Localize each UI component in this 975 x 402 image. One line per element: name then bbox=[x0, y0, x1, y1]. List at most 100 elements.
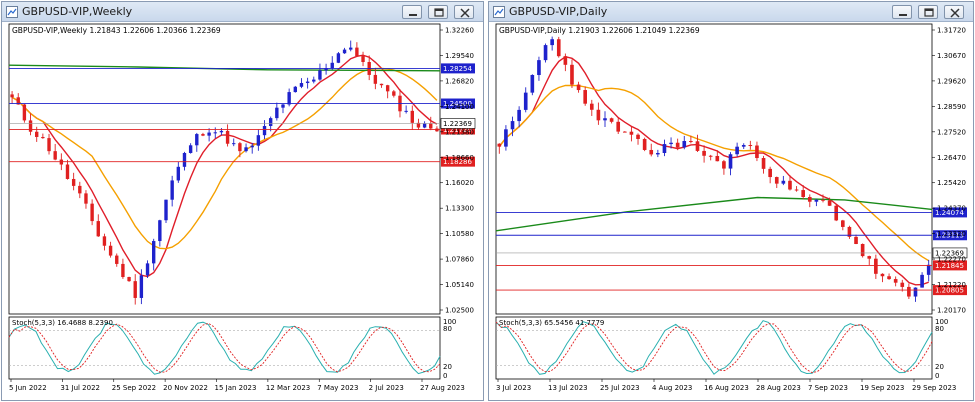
stoch-axis-20: 20 bbox=[443, 363, 452, 371]
date-label: 25 Sep 2022 bbox=[112, 384, 156, 392]
candle bbox=[860, 243, 865, 258]
daily-title-bar[interactable]: GBPUSD-VIP,Daily bbox=[489, 2, 973, 22]
candle bbox=[305, 77, 310, 89]
minimize-icon bbox=[899, 14, 907, 16]
stoch-axis-20: 20 bbox=[935, 363, 944, 371]
price-axis-label: 1.28590 bbox=[937, 103, 966, 111]
weekly-main-pane[interactable] bbox=[8, 23, 441, 315]
candle bbox=[497, 143, 502, 154]
candle bbox=[596, 102, 601, 125]
candle bbox=[523, 87, 528, 113]
date-label: 19 Sep 2023 bbox=[860, 384, 904, 392]
candle bbox=[65, 159, 70, 180]
weekly-chart-window[interactable]: GBPUSD-VIP,Weekly 1.28254 1.24500 1.21720 1… bbox=[1, 1, 484, 401]
level-price-tag bbox=[441, 63, 475, 74]
candle bbox=[867, 255, 872, 265]
candle bbox=[583, 86, 587, 106]
current-price-label: 1.22369 bbox=[935, 249, 964, 257]
date-label: 7 Sep 2023 bbox=[808, 384, 848, 392]
candle bbox=[926, 259, 931, 282]
candle bbox=[232, 138, 236, 147]
candle bbox=[847, 225, 852, 239]
candle bbox=[361, 51, 365, 67]
maximize-icon bbox=[434, 8, 444, 17]
daily-stoch-pane[interactable] bbox=[495, 316, 933, 380]
close-button[interactable] bbox=[454, 5, 474, 19]
candle bbox=[176, 161, 181, 183]
minimize-button[interactable] bbox=[402, 5, 422, 19]
price-axis-label: 1.24370 bbox=[937, 205, 966, 213]
weekly-window-title: GBPUSD-VIP,Weekly bbox=[22, 5, 133, 18]
candle bbox=[78, 181, 82, 199]
candle bbox=[299, 78, 304, 89]
level-price-label: 1.18286 bbox=[443, 158, 472, 166]
candle bbox=[530, 74, 535, 96]
candle bbox=[238, 141, 242, 158]
candle bbox=[695, 134, 700, 153]
candle bbox=[682, 135, 687, 150]
daily-main-pane[interactable] bbox=[495, 23, 933, 315]
price-axis-label: 1.02500 bbox=[445, 307, 474, 315]
price-axis-label: 1.27520 bbox=[937, 128, 966, 136]
candle bbox=[741, 143, 746, 149]
date-label: 31 Jul 2022 bbox=[60, 384, 100, 392]
weekly-stoch-pane[interactable] bbox=[8, 316, 441, 380]
candle bbox=[71, 172, 76, 191]
candle bbox=[84, 190, 88, 209]
date-label: 13 Jul 2023 bbox=[548, 384, 588, 392]
candle bbox=[170, 175, 174, 207]
candle bbox=[275, 102, 279, 121]
level-price-label: 1.20805 bbox=[935, 287, 964, 295]
minimize-button[interactable] bbox=[892, 5, 912, 19]
candle bbox=[90, 199, 94, 226]
candle bbox=[510, 116, 515, 137]
candle bbox=[814, 199, 819, 207]
price-axis-label: 1.18660 bbox=[445, 154, 474, 162]
level-price-label: 1.21845 bbox=[935, 262, 964, 270]
weekly-price-chart[interactable]: 1.28254 1.24500 1.21720 1.18286 1.22369 1.32… bbox=[2, 22, 484, 401]
daily-stoch-header: Stoch(5,3,3) 65.5456 41.7779 bbox=[499, 319, 604, 327]
candle bbox=[854, 234, 858, 245]
candle bbox=[16, 93, 20, 105]
candle bbox=[774, 176, 779, 189]
weekly-stoch-axis: 100 80 20 0 bbox=[443, 318, 456, 380]
candle bbox=[201, 132, 205, 137]
weekly-title-bar[interactable]: GBPUSD-VIP,Weekly bbox=[2, 2, 483, 22]
ma-fast-line bbox=[11, 54, 438, 278]
candle bbox=[788, 175, 792, 191]
candle bbox=[556, 36, 561, 58]
price-axis-label: 1.30670 bbox=[937, 52, 966, 60]
ma-slow-line bbox=[495, 196, 933, 232]
candle bbox=[761, 155, 766, 174]
candle bbox=[603, 111, 607, 128]
candle bbox=[589, 99, 594, 116]
date-label: 2 Jul 2023 bbox=[369, 384, 404, 392]
level-price-tag bbox=[441, 98, 475, 109]
candle bbox=[330, 56, 334, 70]
level-price-tag bbox=[933, 230, 967, 241]
close-icon bbox=[460, 8, 470, 18]
candle bbox=[662, 139, 667, 157]
candle bbox=[874, 254, 878, 279]
candle bbox=[318, 63, 322, 81]
maximize-button[interactable] bbox=[428, 5, 448, 19]
candle bbox=[616, 118, 621, 135]
close-button[interactable] bbox=[944, 5, 964, 19]
level-price-tag bbox=[933, 260, 967, 271]
daily-price-chart[interactable]: 1.24074 1.23113 1.21845 1.20805 1.22369 1.31… bbox=[489, 22, 974, 401]
daily-chart-window[interactable]: GBPUSD-VIP,Daily 1.24074 1.23113 1.21845 1.… bbox=[488, 1, 974, 401]
price-axis-label: 1.24100 bbox=[445, 103, 474, 111]
candle bbox=[609, 117, 614, 124]
candle bbox=[517, 106, 521, 128]
date-label: 20 Nov 2022 bbox=[163, 384, 208, 392]
date-label: 12 Mar 2023 bbox=[266, 384, 310, 392]
candle bbox=[244, 143, 248, 153]
candle bbox=[748, 140, 753, 150]
maximize-button[interactable] bbox=[918, 5, 938, 19]
current-price-tag bbox=[932, 247, 968, 259]
candle bbox=[563, 53, 568, 72]
stoch-axis-0: 0 bbox=[935, 372, 939, 380]
candle bbox=[256, 129, 261, 151]
level-price-tag bbox=[933, 207, 967, 218]
level-price-label: 1.24500 bbox=[443, 100, 472, 108]
